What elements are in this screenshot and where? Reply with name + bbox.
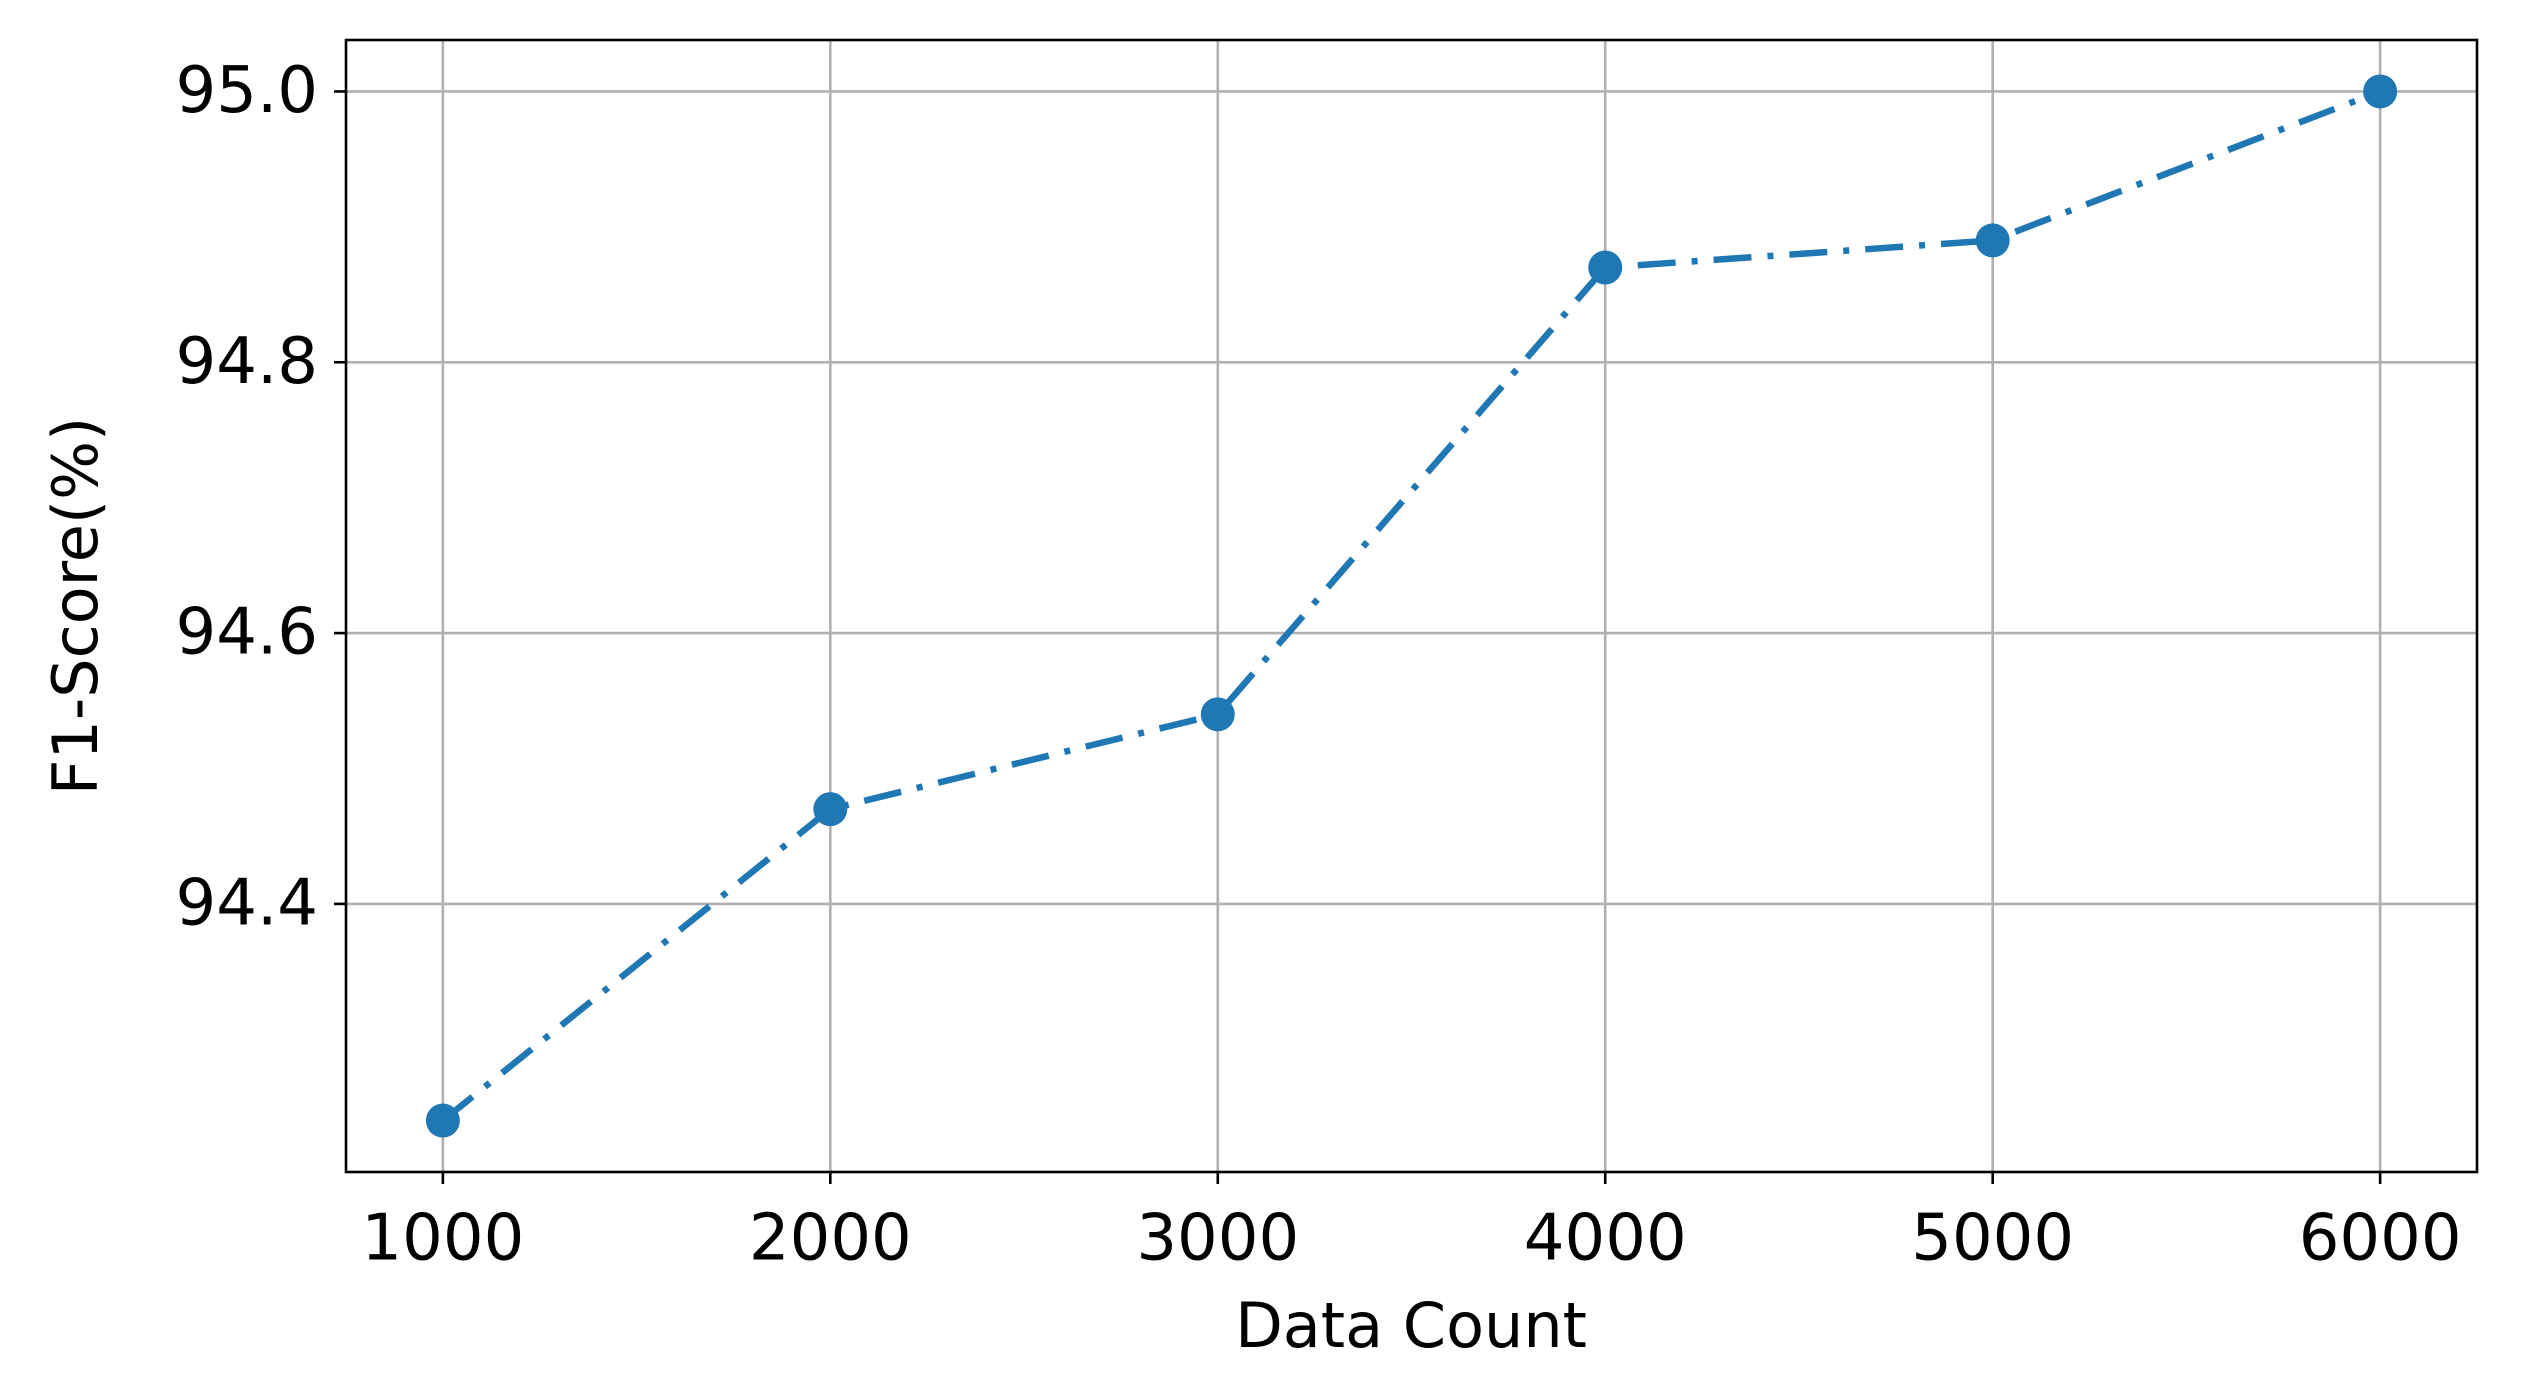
y-tick-label: 95.0 <box>176 54 319 128</box>
y-axis-label: F1-Score(%) <box>39 417 112 795</box>
data-point <box>813 792 848 827</box>
y-tick-label: 94.8 <box>176 325 319 399</box>
x-tick-label: 2000 <box>749 1202 912 1276</box>
y-tick-label: 94.4 <box>176 866 319 940</box>
x-tick-label: 4000 <box>1524 1202 1687 1276</box>
data-point <box>425 1103 460 1138</box>
y-tick-label: 94.6 <box>176 596 319 670</box>
data-point <box>1975 223 2010 258</box>
data-point <box>1200 697 1235 732</box>
data-line <box>440 88 2382 1124</box>
x-axis-label: Data Count <box>1235 1289 1587 1362</box>
x-tick-label: 5000 <box>1911 1202 2074 1276</box>
data-point <box>2363 74 2398 109</box>
x-tick-label: 1000 <box>361 1202 524 1276</box>
plot-frame <box>344 38 2479 1174</box>
data-point <box>1588 250 1623 285</box>
x-tick-label: 3000 <box>1136 1202 1299 1276</box>
x-tick-label: 6000 <box>2299 1202 2462 1276</box>
